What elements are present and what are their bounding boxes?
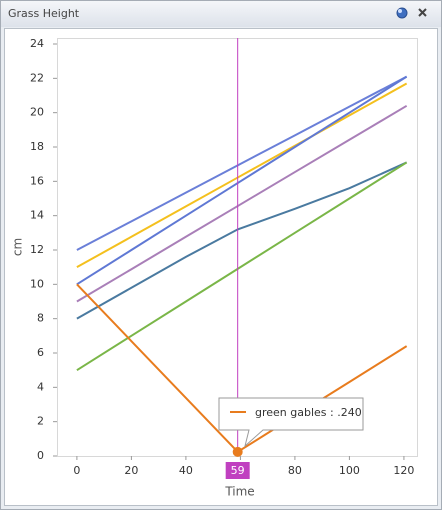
y-tick-label: 4: [37, 380, 44, 393]
y-tick-label: 2: [37, 415, 44, 428]
x-tick-label: 20: [124, 464, 138, 477]
y-tick-label: 20: [30, 106, 44, 119]
hover-marker: [232, 446, 243, 457]
y-tick-label: 22: [30, 71, 44, 84]
x-tick-label: 120: [393, 464, 414, 477]
pin-button[interactable]: [396, 7, 408, 19]
y-tick-label: 14: [30, 209, 44, 222]
x-tick-label: 80: [288, 464, 302, 477]
y-tick-label: 24: [30, 37, 44, 50]
tooltip-text: green gables : .240: [255, 406, 362, 419]
x-tick-label: 40: [179, 464, 193, 477]
x-tick-label: 0: [73, 464, 80, 477]
y-tick-label: 18: [30, 140, 44, 153]
y-tick-label: 6: [37, 346, 44, 359]
y-tick-label: 10: [30, 277, 44, 290]
y-tick-label: 16: [30, 174, 44, 187]
y-axis-title: cm: [11, 238, 25, 256]
x-tick-label: 100: [339, 464, 360, 477]
x-axis-title: Time: [224, 485, 254, 499]
close-button[interactable]: [418, 8, 427, 17]
y-tick-label: 12: [30, 243, 44, 256]
y-tick-label: 8: [37, 312, 44, 325]
crosshair-label: 59: [231, 464, 245, 477]
crosshair-label-box: [225, 462, 250, 479]
y-tick-label: 0: [37, 449, 44, 462]
title-bar: [1, 1, 441, 27]
tooltip-box: [218, 397, 364, 448]
window-title: Grass Height: [8, 7, 80, 20]
